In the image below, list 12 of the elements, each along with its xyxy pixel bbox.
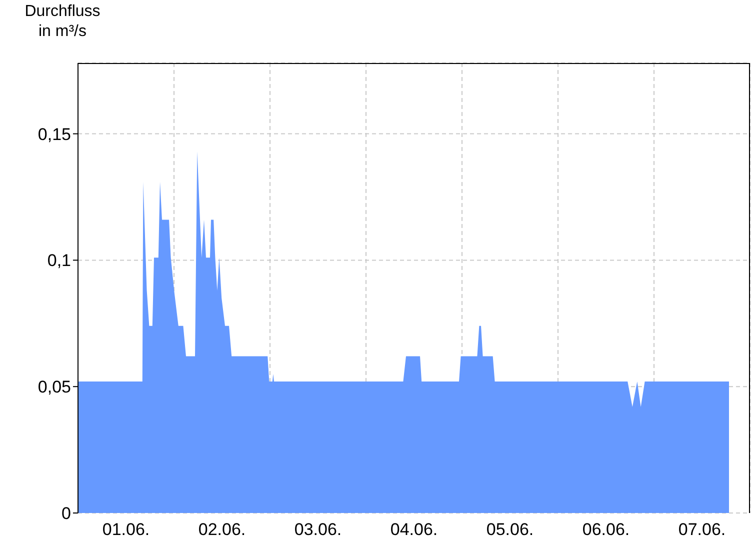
x-tick-label: 02.06.	[198, 520, 246, 539]
y-axis-title: Durchfluss in m³/s	[24, 2, 102, 42]
y-tick-label: 0	[62, 504, 71, 524]
x-tick-label: 04.06.	[390, 520, 438, 539]
x-tick-label: 07.06.	[678, 520, 726, 539]
y-tick-label: 0,15	[38, 124, 71, 144]
y-tick-label: 0,1	[47, 251, 71, 270]
x-tick-label: 01.06.	[102, 520, 150, 539]
y-tick-label: 0,05	[38, 378, 71, 397]
x-tick-label: 05.06.	[486, 520, 534, 539]
x-tick-label: 03.06.	[294, 520, 342, 539]
x-tick-label: 06.06.	[582, 520, 630, 539]
